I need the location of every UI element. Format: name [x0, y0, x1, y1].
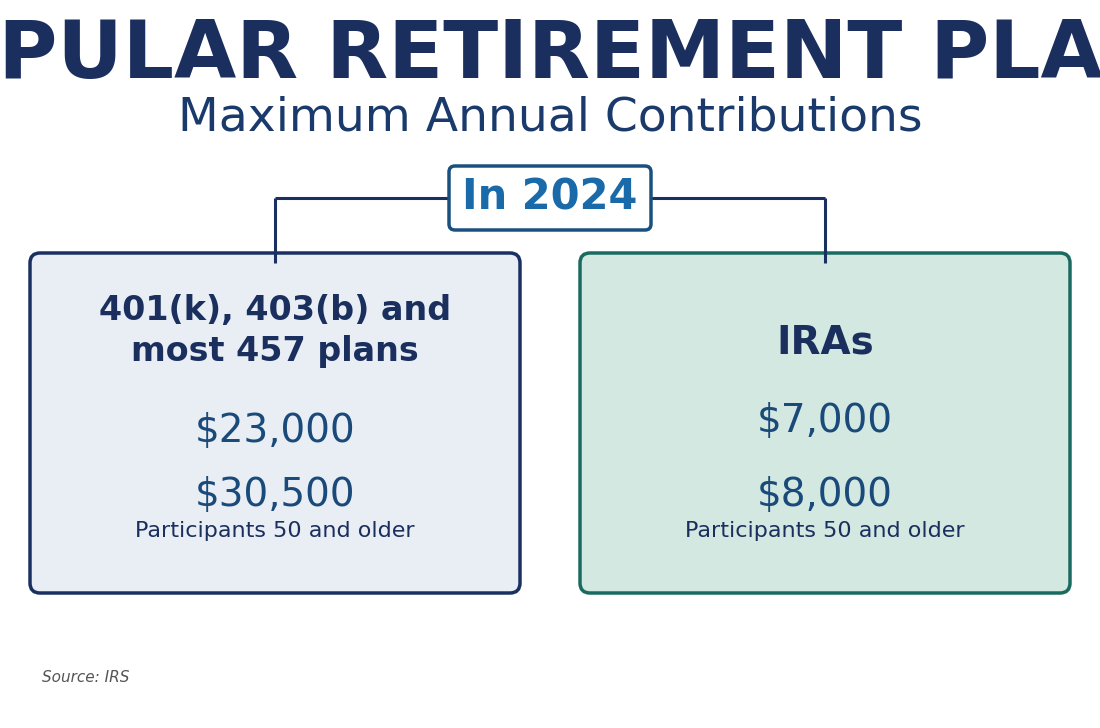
- Text: Source: IRS: Source: IRS: [42, 670, 130, 686]
- Text: Participants 50 and older: Participants 50 and older: [685, 521, 965, 541]
- Text: 401(k), 403(b) and
most 457 plans: 401(k), 403(b) and most 457 plans: [99, 294, 451, 368]
- Text: IRAs: IRAs: [777, 324, 873, 362]
- Text: $30,500: $30,500: [195, 476, 355, 514]
- Text: $7,000: $7,000: [757, 402, 893, 440]
- Text: POPULAR RETIREMENT PLANS: POPULAR RETIREMENT PLANS: [0, 17, 1100, 95]
- Text: Participants 50 and older: Participants 50 and older: [135, 521, 415, 541]
- FancyBboxPatch shape: [30, 253, 520, 593]
- Text: $8,000: $8,000: [757, 476, 893, 514]
- Text: In 2024: In 2024: [462, 177, 638, 219]
- FancyBboxPatch shape: [449, 166, 651, 230]
- FancyBboxPatch shape: [580, 253, 1070, 593]
- Text: Maximum Annual Contributions: Maximum Annual Contributions: [178, 95, 922, 141]
- Text: $23,000: $23,000: [195, 412, 355, 450]
